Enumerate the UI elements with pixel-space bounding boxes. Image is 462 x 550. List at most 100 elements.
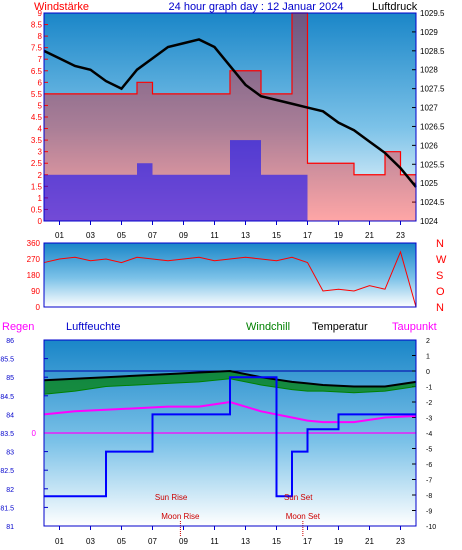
wind-avg-bar — [106, 174, 122, 221]
x-tick-label: 11 — [210, 231, 219, 240]
wind-tick-label: 8 — [38, 32, 43, 41]
pressure-tick-label: 1026 — [420, 141, 438, 150]
wind-gust-bar — [292, 13, 308, 221]
legend-windchill: Windchill — [246, 321, 290, 333]
wind-gust-bar — [354, 174, 370, 221]
temperature-tick-label: -1 — [426, 385, 432, 392]
wind-tick-label: 4.5 — [31, 113, 43, 122]
temperature-tick-label: 2 — [426, 338, 430, 345]
x-tick-label: 13 — [241, 537, 250, 546]
humidity-tick-label: 81.5 — [0, 505, 14, 512]
x-tick-label: 07 — [148, 537, 157, 546]
x-tick-label: 21 — [365, 537, 374, 546]
wind-tick-label: 1.5 — [31, 182, 43, 191]
x-tick-label: 23 — [396, 231, 405, 240]
wind-gust-bar — [400, 174, 416, 221]
humidity-tick-label: 85.5 — [0, 357, 14, 364]
windchill-line — [43, 378, 417, 395]
compass-label: S — [436, 270, 443, 282]
temperature-tick-label: -10 — [426, 524, 436, 531]
compass-label: O — [436, 286, 445, 298]
temperature-tick-label: 1 — [426, 354, 430, 361]
temperature-tick-label: -9 — [426, 509, 432, 516]
header-right-label: Luftdruck — [372, 1, 418, 13]
wind-avg-bar — [276, 174, 292, 221]
panel-direction-series — [43, 250, 417, 308]
wind-gust-bar — [385, 151, 401, 221]
temperature-tick-label: -5 — [426, 447, 432, 454]
pressure-tick-label: 1027.5 — [420, 85, 445, 94]
wind-avg-bar — [183, 174, 199, 221]
humidity-tick-label: 82 — [6, 487, 14, 494]
wind-gust-bar — [307, 163, 323, 221]
direction-tick-label: 180 — [27, 271, 41, 280]
pressure-line — [43, 38, 417, 188]
humidity-line — [44, 376, 416, 498]
x-tick-label: 01 — [55, 537, 64, 546]
sun-set-label: Sun Set — [284, 493, 313, 502]
chart-title: 24 hour graph day : 12 Januar 2024 — [169, 1, 344, 13]
x-tick-label: 05 — [117, 231, 126, 240]
compass-label: N — [436, 302, 444, 314]
moon-rise-label: Moon Rise — [161, 512, 200, 521]
panel-wind-series — [43, 12, 417, 222]
pressure-tick-label: 1024.5 — [420, 198, 445, 207]
temperature-line — [43, 369, 417, 388]
wind-tick-label: 7 — [38, 55, 43, 64]
header-left-label: Windstärke — [34, 1, 89, 13]
wind-tick-label: 5.5 — [31, 90, 43, 99]
x-tick-label: 07 — [148, 231, 157, 240]
panel-wind-frame — [43, 12, 417, 222]
pressure-tick-label: 1024 — [420, 217, 438, 226]
panel-direction-frame — [43, 242, 417, 308]
compass-label: N — [436, 238, 444, 250]
wind-avg-bar — [121, 174, 137, 221]
panel-temp-frame — [43, 339, 417, 527]
pressure-tick-label: 1028.5 — [420, 47, 445, 56]
wind-avg-bar — [152, 174, 168, 221]
humidity-tick-label: 82.5 — [0, 468, 14, 475]
x-tick-label: 03 — [86, 231, 95, 240]
direction-tick-label: 270 — [27, 255, 41, 264]
direction-tick-label: 0 — [36, 303, 41, 312]
windchill-area — [44, 371, 416, 395]
legend-dewpoint: Taupunkt — [392, 321, 437, 333]
x-tick-label: 03 — [86, 537, 95, 546]
x-tick-label: 09 — [179, 231, 188, 240]
pressure-tick-label: 1025.5 — [420, 160, 445, 169]
wind-tick-label: 0.5 — [31, 205, 43, 214]
wind-tick-label: 2 — [38, 171, 43, 180]
humidity-tick-label: 86 — [6, 338, 14, 345]
wind-avg-bar — [230, 140, 246, 221]
x-tick-label: 21 — [365, 231, 374, 240]
wind-tick-label: 7.5 — [31, 44, 43, 53]
x-tick-label: 01 — [55, 231, 64, 240]
pressure-tick-label: 1026.5 — [420, 122, 445, 131]
direction-tick-label: 90 — [31, 287, 40, 296]
direction-tick-label: 360 — [27, 239, 41, 248]
wind-direction-line — [43, 250, 417, 308]
x-tick-label: 23 — [396, 537, 405, 546]
sun-rise-label: Sun Rise — [155, 493, 188, 502]
x-tick-label: 15 — [272, 231, 281, 240]
panel-temp-x-axis: 01 03 05 07 09 11 13 15 17 19 21 23 — [55, 526, 405, 546]
humidity-tick-label: 81 — [6, 524, 14, 531]
temperature-tick-label: -7 — [426, 478, 432, 485]
pressure-tick-label: 1025 — [420, 179, 438, 188]
panel-wind-right-axis: 1024 1024.5 1025 1025.5 1026 1026.5 1027 1027.5… — [412, 9, 445, 226]
pressure-tick-label: 1029 — [420, 28, 438, 37]
temperature-tick-label: -6 — [426, 462, 432, 469]
rain-value-label: 0 — [32, 429, 37, 438]
temperature-tick-label: -3 — [426, 416, 432, 423]
wind-avg-bar — [261, 174, 277, 221]
x-tick-label: 15 — [272, 537, 281, 546]
humidity-tick-label: 83 — [6, 450, 14, 457]
temperature-tick-label: -8 — [426, 493, 432, 500]
x-tick-label: 17 — [303, 231, 312, 240]
temperature-tick-label: 0 — [426, 369, 430, 376]
humidity-tick-label: 84.5 — [0, 394, 14, 401]
pressure-tick-label: 1028 — [420, 66, 438, 75]
